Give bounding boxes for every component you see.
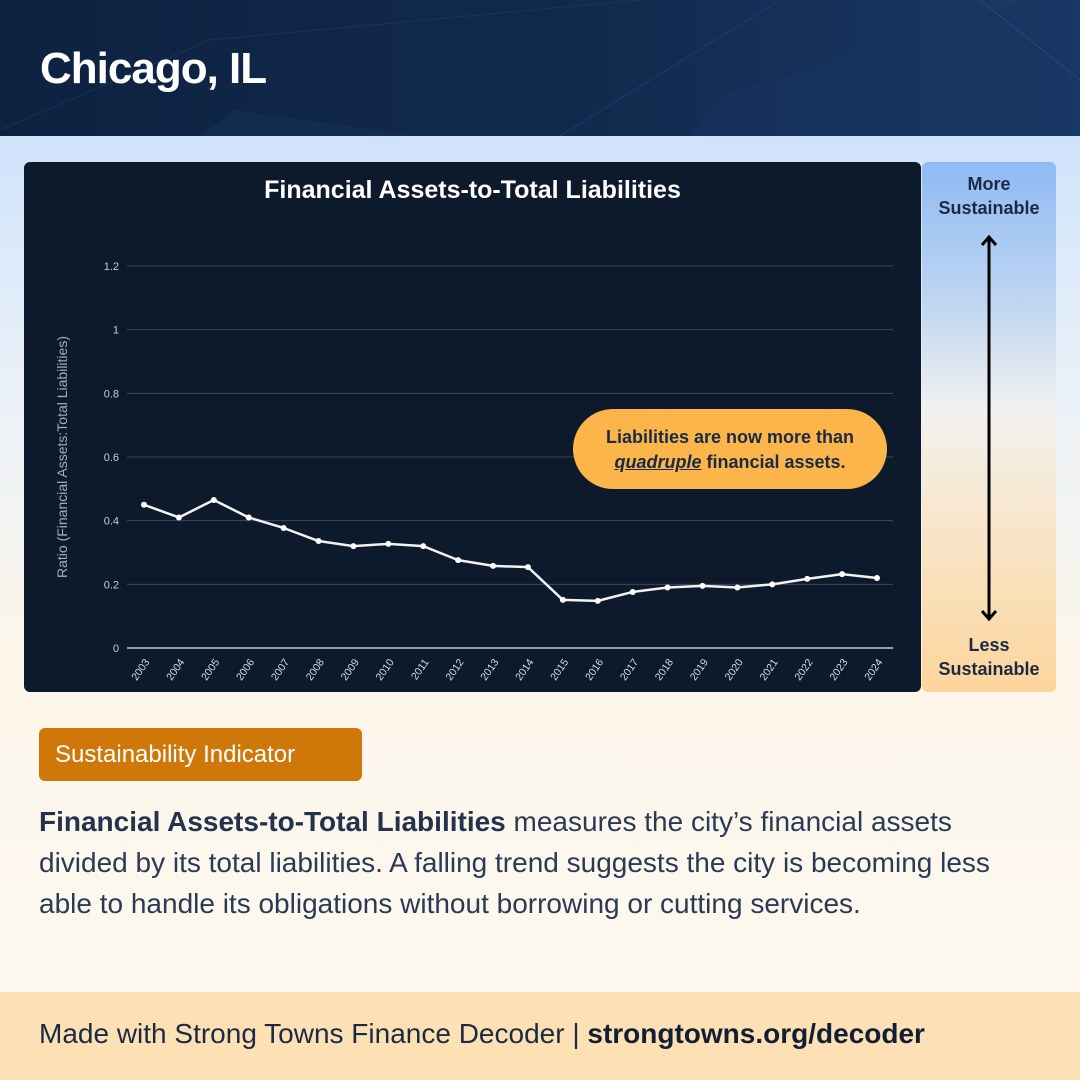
x-tick-label: 2019	[688, 657, 711, 683]
data-point[interactable]	[245, 514, 252, 521]
x-tick-label: 2022	[792, 657, 815, 683]
data-point[interactable]	[350, 543, 357, 550]
footer: Made with Strong Towns Finance Decoder |…	[0, 992, 1080, 1080]
data-point[interactable]	[559, 596, 566, 603]
data-point[interactable]	[874, 574, 880, 581]
x-tick-label: 2020	[723, 657, 746, 683]
y-tick-label: 0.6	[104, 452, 119, 464]
x-tick-label: 2023	[827, 657, 850, 683]
line-chart: 0 0.2 0.4 0.6 0.8 1 1.2 Ratio (Financial Assets…	[54, 261, 893, 683]
callout-line-2: quadruple financial assets.	[573, 450, 887, 475]
data-point[interactable]	[141, 501, 147, 508]
chart-title: Financial Assets-to-Total Liabilities	[264, 176, 681, 204]
scale-bottom-label-line-1: Less	[968, 635, 1010, 655]
data-point[interactable]	[734, 584, 741, 591]
background-decoration	[0, 0, 1080, 136]
data-point[interactable]	[839, 571, 846, 578]
y-tick-label: 0.4	[104, 516, 119, 528]
footer-credit: Made with Strong Towns Finance Decoder |…	[39, 1018, 925, 1050]
x-tick-label: 2018	[653, 657, 676, 683]
callout-line-2-rest: financial assets.	[701, 452, 846, 472]
y-tick-label: 1	[113, 325, 119, 337]
x-tick-label: 2021	[758, 657, 781, 683]
data-point[interactable]	[804, 575, 811, 582]
x-tick-label: 2009	[339, 657, 362, 683]
scale-bottom-label-line-2: Sustainable	[938, 659, 1040, 679]
callout-emphasis: quadruple	[614, 452, 702, 472]
series-line	[143, 498, 878, 603]
indicator-description: Financial Assets-to-Total Liabilities me…	[39, 801, 1039, 924]
x-tick-label: 2014	[513, 657, 536, 683]
data-point[interactable]	[699, 582, 706, 589]
y-tick-label: 0.8	[104, 388, 119, 400]
x-tick-label: 2006	[234, 657, 257, 683]
sustainability-scale: More Sustainable Less Sustainable	[922, 162, 1056, 692]
x-tick-label: 2011	[409, 657, 432, 683]
callout-line-1: Liabilities are now more than	[605, 427, 855, 447]
scale-top-label: More Sustainable	[922, 172, 1056, 220]
x-tick-label: 2012	[443, 657, 466, 683]
chart-annotation-callout: Liabilities are now more than quadruple …	[573, 409, 887, 489]
data-point[interactable]	[594, 597, 601, 604]
double-arrow-vertical-icon	[980, 234, 998, 622]
y-tick-label: 1.2	[104, 261, 119, 273]
data-point[interactable]	[315, 538, 322, 545]
x-tick-label: 2010	[374, 657, 397, 683]
description-text: measures the city’s financial assets div…	[39, 806, 990, 919]
data-point[interactable]	[280, 524, 287, 531]
description-term: Financial Assets-to-Total Liabilities	[39, 806, 506, 837]
scale-bottom-label: Less Sustainable	[922, 633, 1056, 681]
x-tick-label: 2005	[199, 657, 222, 683]
x-tick-label: 2013	[478, 657, 501, 683]
x-tick-label: 2008	[304, 657, 327, 683]
data-point[interactable]	[175, 514, 182, 521]
x-tick-label: 2015	[548, 657, 571, 683]
scale-top-label-line-1: More	[967, 174, 1011, 194]
header-banner: Chicago, IL	[0, 0, 1080, 136]
x-tick-label: 2017	[618, 657, 641, 683]
data-point[interactable]	[210, 496, 217, 503]
data-point[interactable]	[490, 562, 497, 569]
x-tick-label: 2016	[583, 657, 606, 683]
data-point[interactable]	[385, 540, 392, 547]
y-tick-label: 0.2	[104, 579, 119, 591]
data-point[interactable]	[455, 557, 462, 564]
y-axis-label: Ratio (Financial Assets:Total Liabilitie…	[54, 336, 70, 578]
data-point[interactable]	[420, 543, 427, 550]
data-point[interactable]	[629, 588, 636, 595]
footer-text: Made with Strong Towns Finance Decoder |	[39, 1018, 588, 1049]
y-tick-label: 0	[113, 643, 119, 655]
data-point[interactable]	[664, 584, 671, 591]
scale-top-label-line-2: Sustainable	[938, 198, 1040, 218]
x-tick-label: 2007	[269, 657, 292, 683]
sustainability-indicator-badge: Sustainability Indicator	[39, 728, 362, 781]
x-tick-label: 2024	[862, 657, 885, 683]
data-point[interactable]	[769, 581, 776, 588]
footer-link[interactable]: strongtowns.org/decoder	[587, 1018, 925, 1049]
x-tick-label: 2004	[164, 657, 187, 683]
x-tick-label: 2003	[129, 657, 152, 683]
page-title: Chicago, IL	[40, 44, 267, 93]
data-point[interactable]	[524, 564, 531, 571]
